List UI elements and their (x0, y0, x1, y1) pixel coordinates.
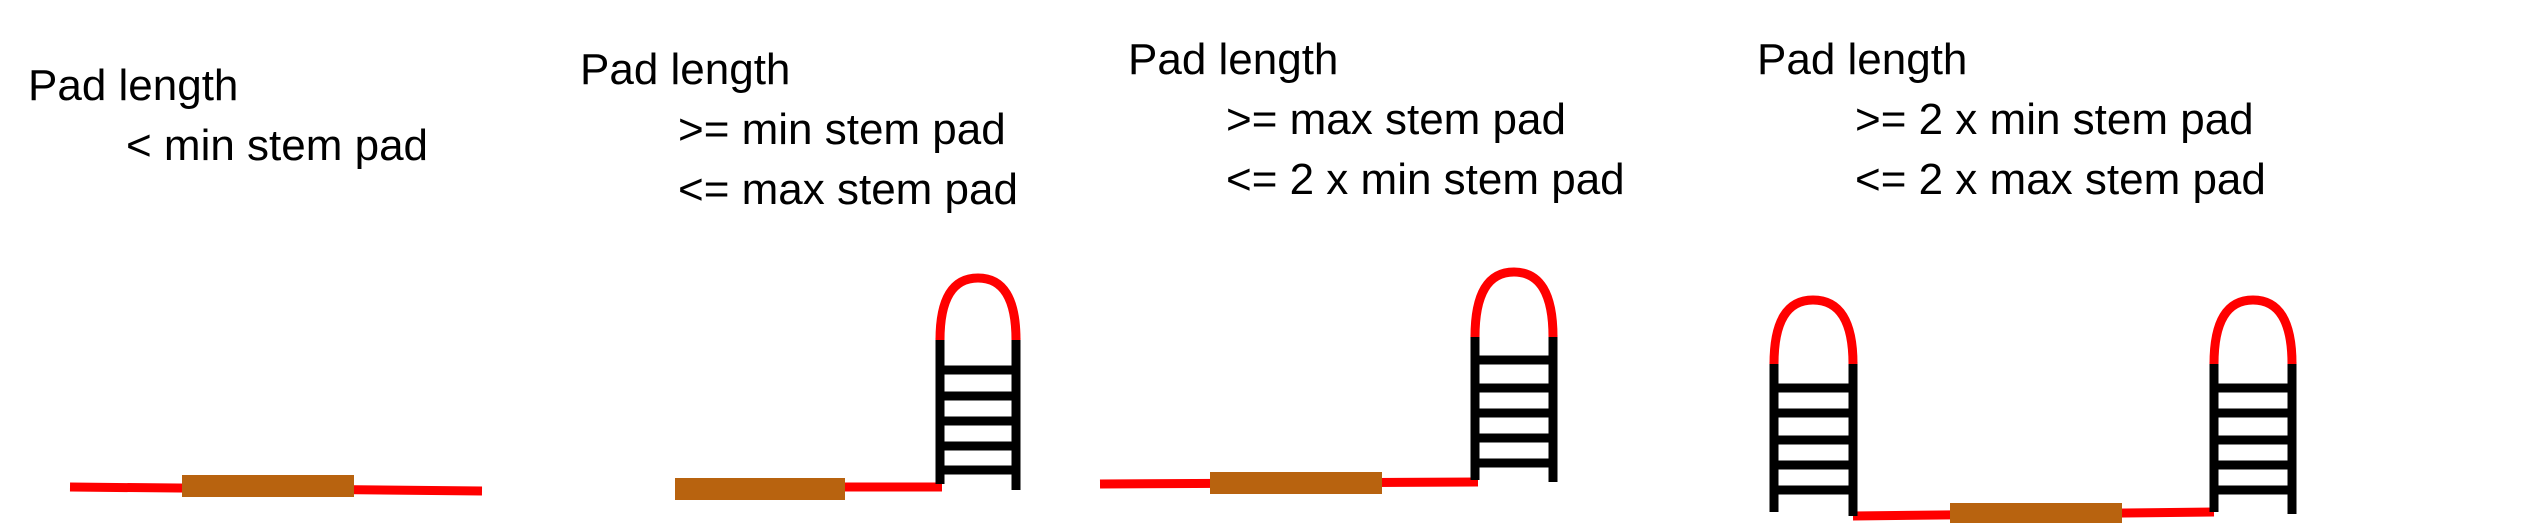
panel-3-graphic (1099, 267, 1558, 494)
panel-2-label: Pad length >= min stem pad <= max stem p… (580, 40, 1018, 220)
panel-1-label: Pad length < min stem pad (28, 56, 428, 176)
panel-2-title: Pad length (580, 45, 791, 94)
panel-4-stem-left (1769, 362, 1858, 516)
panel-4-loop-left (1769, 295, 1858, 365)
panel-4-condition-2: <= 2 x max stem pad (1855, 155, 2266, 204)
panel-1-title: Pad length (28, 61, 239, 110)
panel-3-loop (1470, 267, 1558, 338)
panel-1-pad (182, 475, 354, 497)
panel-3-label: Pad length >= max stem pad <= 2 x min st… (1128, 30, 1625, 210)
panel-4-stem-right (2209, 362, 2297, 514)
panel-3-stem (1470, 335, 1558, 482)
panel-3-pad (1210, 472, 1382, 494)
panel-2-stem (935, 338, 1021, 490)
panel-3-condition-1: >= max stem pad (1226, 95, 1566, 144)
panel-4-loop-right (2209, 295, 2297, 365)
panel-4-label: Pad length >= 2 x min stem pad <= 2 x ma… (1757, 30, 2266, 210)
panel-2-condition-2: <= max stem pad (678, 165, 1018, 214)
panel-4-graphic (1769, 295, 2297, 523)
panel-4-condition-1: >= 2 x min stem pad (1855, 95, 2254, 144)
panel-2-pad (675, 478, 845, 500)
panel-1-condition-1: < min stem pad (126, 121, 429, 170)
panel-2-graphic (675, 273, 1021, 500)
panel-2-loop (935, 273, 1021, 341)
panel-3-condition-2: <= 2 x min stem pad (1226, 155, 1625, 204)
panel-2-condition-1: >= min stem pad (678, 105, 1006, 154)
panel-4-title: Pad length (1757, 35, 1968, 84)
panel-4-pad (1950, 503, 2122, 523)
panel-1-graphic (69, 475, 483, 497)
panel-3-title: Pad length (1128, 35, 1339, 84)
